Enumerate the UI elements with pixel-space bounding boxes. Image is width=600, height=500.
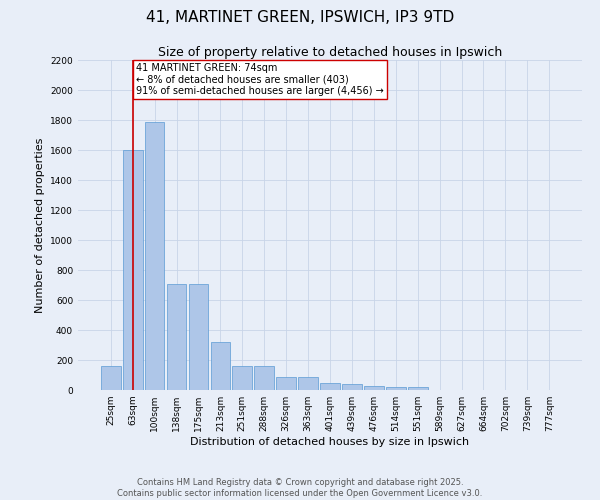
Text: Contains HM Land Registry data © Crown copyright and database right 2025.
Contai: Contains HM Land Registry data © Crown c…	[118, 478, 482, 498]
Bar	[276, 378, 296, 390]
Bar	[211, 342, 230, 390]
Bar	[386, 387, 406, 390]
Bar	[167, 284, 187, 390]
Bar	[145, 122, 164, 390]
Y-axis label: Number of detached properties: Number of detached properties	[35, 138, 44, 312]
Bar	[320, 382, 340, 390]
Bar	[123, 150, 143, 390]
Text: 41 MARTINET GREEN: 74sqm
← 8% of detached houses are smaller (403)
91% of semi-d: 41 MARTINET GREEN: 74sqm ← 8% of detache…	[136, 63, 384, 96]
Text: 41, MARTINET GREEN, IPSWICH, IP3 9TD: 41, MARTINET GREEN, IPSWICH, IP3 9TD	[146, 10, 454, 25]
Title: Size of property relative to detached houses in Ipswich: Size of property relative to detached ho…	[158, 46, 502, 59]
Bar	[342, 384, 362, 390]
Bar	[254, 366, 274, 390]
Bar	[101, 366, 121, 390]
Bar	[298, 378, 318, 390]
Bar	[188, 284, 208, 390]
Bar	[232, 366, 252, 390]
Bar	[408, 387, 428, 390]
X-axis label: Distribution of detached houses by size in Ipswich: Distribution of detached houses by size …	[190, 437, 470, 447]
Bar	[364, 386, 384, 390]
